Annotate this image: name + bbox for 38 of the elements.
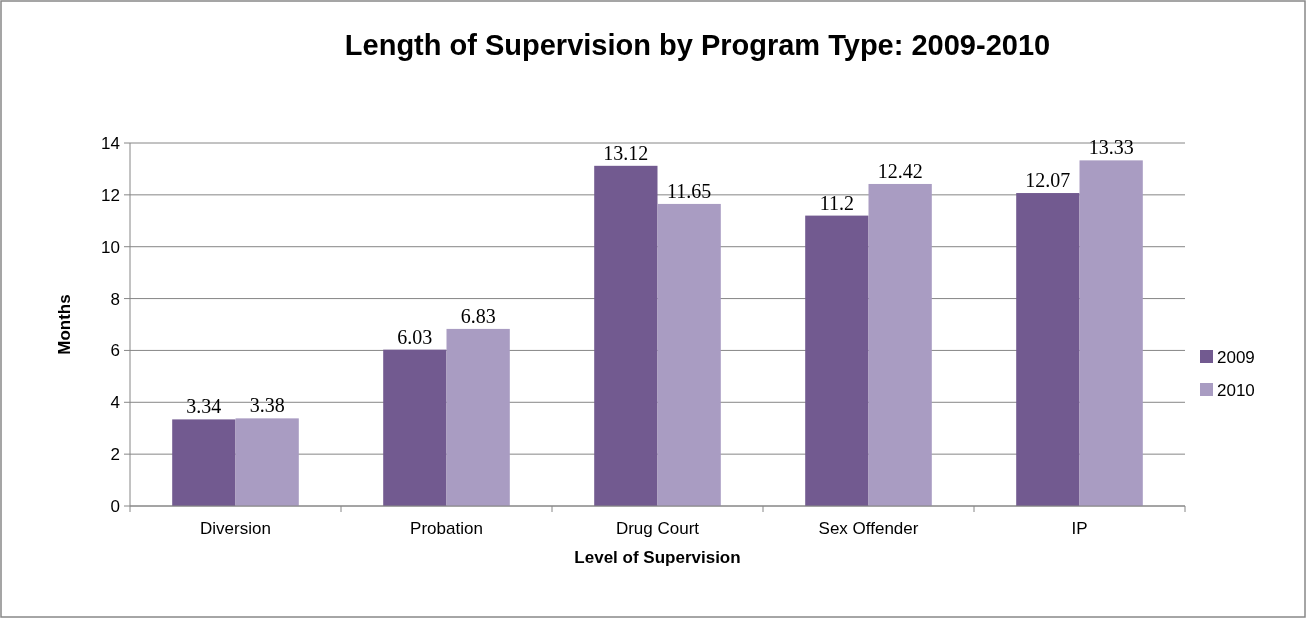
y-tick-label: 6 [110, 341, 120, 361]
data-label: 3.34 [186, 395, 222, 418]
x-tick-label: IP [1071, 519, 1088, 538]
x-tick-label: Sex Offender [818, 519, 919, 538]
data-label: 3.38 [249, 394, 285, 417]
y-tick-label: 4 [110, 393, 120, 413]
y-tick-label: 2 [110, 445, 120, 465]
y-axis-title: Months [55, 294, 74, 355]
x-tick-label: Probation [410, 519, 483, 538]
bar [657, 203, 721, 506]
bar [868, 183, 932, 506]
bar [446, 328, 510, 506]
x-axis-title: Level of Supervision [574, 548, 741, 567]
y-tick-label: 0 [110, 496, 120, 516]
legend-label: 2009 [1217, 347, 1255, 367]
data-label: 12.42 [877, 159, 923, 182]
data-label: 12.07 [1025, 169, 1071, 192]
data-label: 11.2 [819, 191, 854, 214]
data-label: 6.83 [460, 304, 496, 327]
bar [235, 418, 299, 506]
bar [805, 215, 869, 506]
data-label: 6.03 [397, 325, 433, 348]
data-label: 13.33 [1088, 136, 1134, 159]
y-tick-label: 14 [101, 133, 120, 153]
bar [383, 349, 447, 506]
bar [1016, 193, 1080, 506]
data-label: 13.12 [603, 141, 649, 164]
legend-label: 2010 [1217, 380, 1255, 400]
bar [594, 165, 658, 506]
x-tick-label: Drug Court [615, 519, 700, 538]
bar [172, 419, 236, 506]
chart-title: Length of Supervision by Program Type: 2009-2010 [344, 29, 1051, 61]
bar [1079, 160, 1143, 506]
y-tick-label: 12 [101, 185, 120, 205]
data-label: 11.65 [667, 179, 712, 202]
x-tick-label: Diversion [200, 519, 271, 538]
y-tick-label: 8 [110, 289, 120, 309]
y-tick-label: 10 [101, 237, 120, 257]
